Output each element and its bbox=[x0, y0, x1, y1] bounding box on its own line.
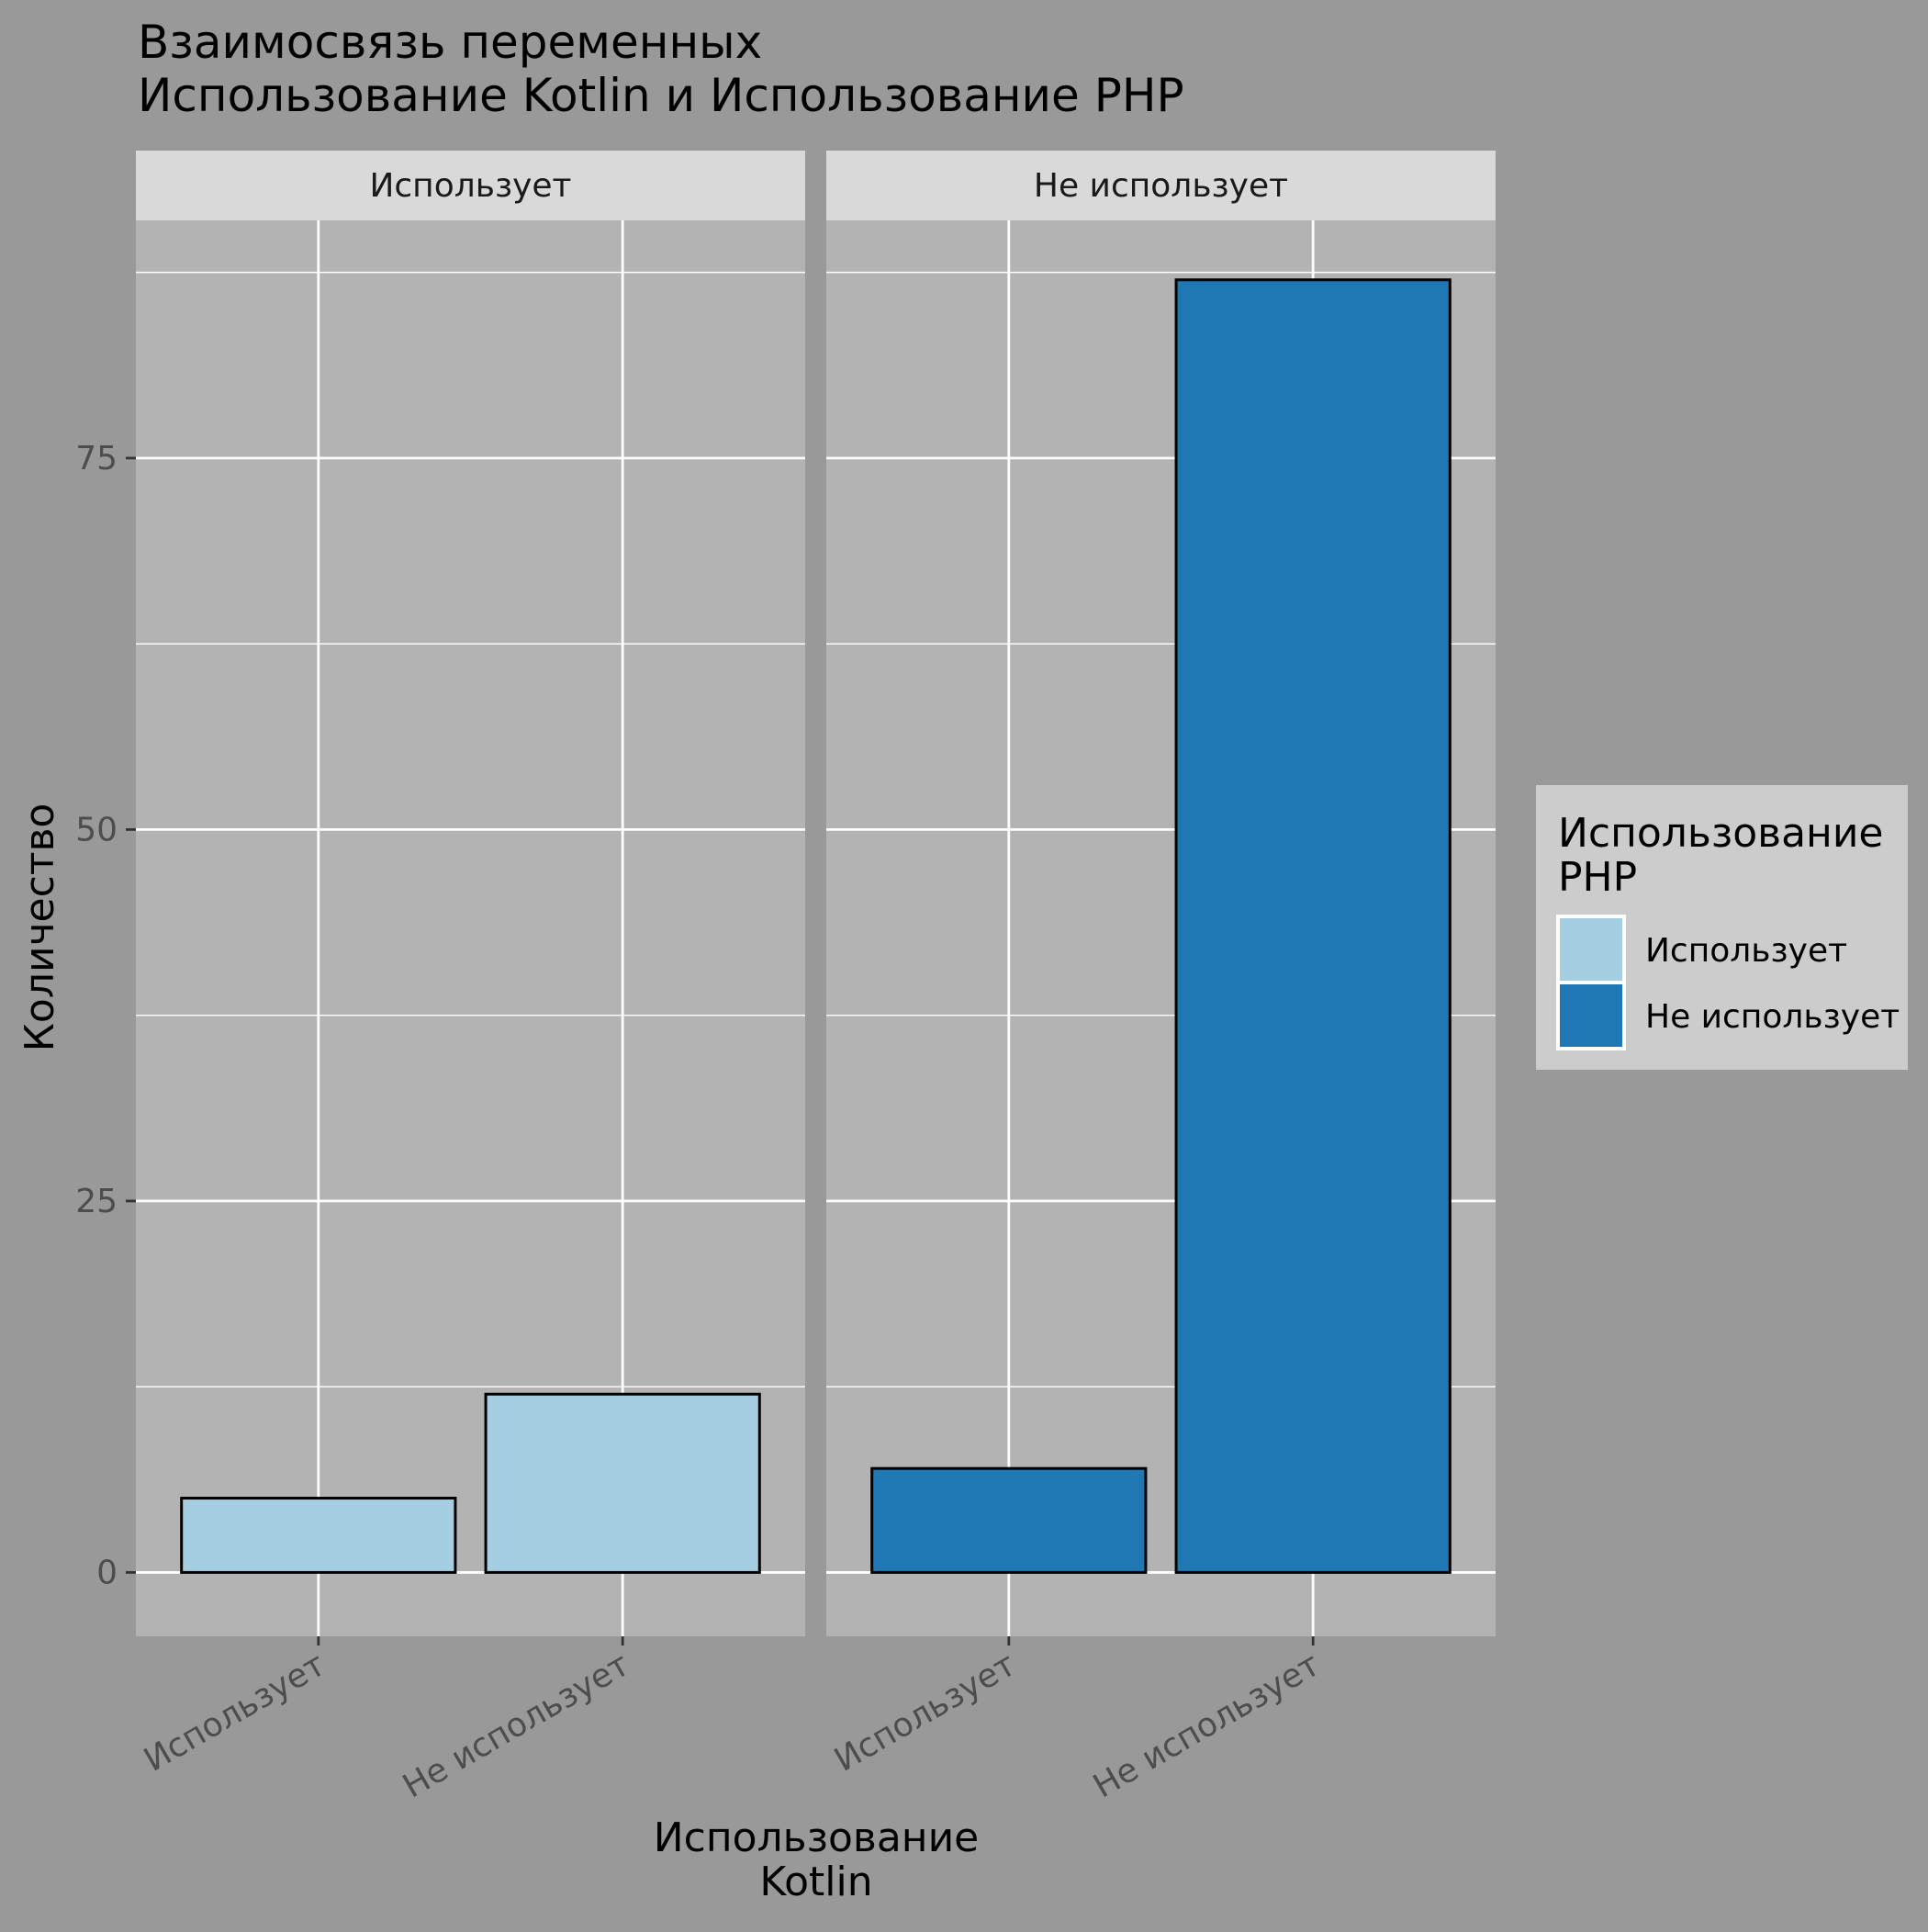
y-tick-label: 75 bbox=[75, 440, 118, 477]
chart-title-line: Взаимосвязь переменных bbox=[138, 16, 762, 69]
legend-key bbox=[1556, 981, 1626, 1050]
y-tick-label: 25 bbox=[75, 1183, 118, 1220]
facet-strip-label: Не использует bbox=[1034, 167, 1288, 205]
x-axis-title-line: Kotlin bbox=[759, 1859, 872, 1905]
x-tick-label: Использует bbox=[828, 1646, 1022, 1780]
bar bbox=[180, 1497, 457, 1574]
x-tick-label: Не использует bbox=[1087, 1646, 1327, 1805]
facet-strip bbox=[826, 151, 1496, 220]
facet-strip bbox=[136, 151, 805, 220]
x-axis-title-line: Использование bbox=[654, 1814, 980, 1861]
bar bbox=[484, 1392, 761, 1574]
bar bbox=[1174, 278, 1452, 1574]
bar bbox=[870, 1466, 1148, 1574]
chart-title-line: Использование Kotlin и Использование PHP bbox=[138, 69, 1184, 122]
y-tick-label: 0 bbox=[96, 1554, 118, 1591]
legend-title-line: PHP bbox=[1558, 854, 1637, 901]
facet-strip-label: Использует bbox=[369, 167, 571, 205]
y-axis-title: Количество bbox=[17, 803, 63, 1052]
legend-key bbox=[1556, 915, 1626, 984]
legend-title-line: Использование bbox=[1558, 810, 1884, 857]
x-tick-label: Использует bbox=[138, 1646, 331, 1780]
legend-label: Использует bbox=[1645, 932, 1847, 970]
legend-label: Не использует bbox=[1645, 998, 1900, 1036]
y-tick-label: 50 bbox=[75, 811, 118, 848]
x-tick-label: Не использует bbox=[397, 1646, 636, 1805]
